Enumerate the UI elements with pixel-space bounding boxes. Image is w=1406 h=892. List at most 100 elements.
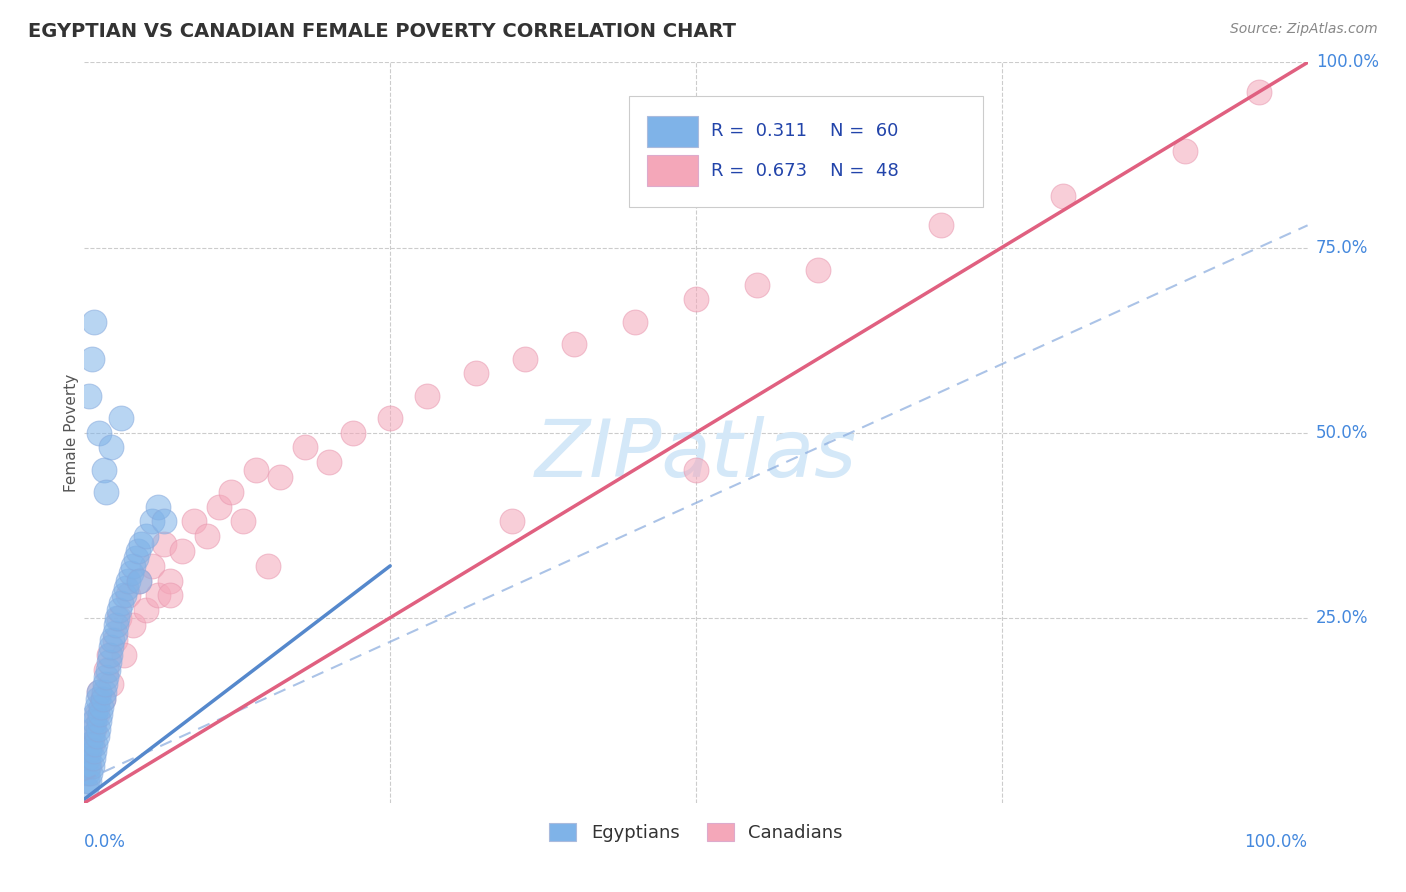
Point — [562, 336, 585, 351]
Point — [1174, 145, 1197, 159]
Point — [685, 462, 707, 476]
Point — [97, 648, 120, 662]
Point — [87, 685, 110, 699]
Point — [129, 536, 152, 550]
Point — [128, 574, 150, 588]
Point — [96, 663, 118, 677]
Point — [79, 737, 101, 751]
Point — [1247, 85, 1270, 99]
Point — [91, 692, 114, 706]
Point — [153, 536, 176, 550]
Point — [127, 544, 149, 558]
Point — [115, 581, 138, 595]
Point — [87, 714, 110, 729]
Point — [87, 685, 110, 699]
Text: 100.0%: 100.0% — [1316, 54, 1379, 71]
Text: 100.0%: 100.0% — [1244, 833, 1308, 851]
Point — [87, 692, 110, 706]
Point — [80, 729, 103, 743]
Point — [83, 722, 105, 736]
Point — [100, 441, 122, 455]
Point — [87, 425, 110, 440]
Point — [929, 219, 952, 233]
Point — [100, 677, 122, 691]
Point — [232, 515, 254, 529]
Text: R =  0.311    N =  60: R = 0.311 N = 60 — [710, 121, 898, 139]
Point — [153, 515, 176, 529]
Point — [80, 351, 103, 366]
Point — [75, 780, 97, 795]
Point — [96, 484, 118, 499]
Text: 25.0%: 25.0% — [1316, 608, 1368, 627]
Point — [79, 766, 101, 780]
Point — [513, 351, 536, 366]
Point — [1052, 188, 1074, 202]
Point — [94, 677, 117, 691]
Point — [747, 277, 769, 292]
Point — [93, 685, 115, 699]
Point — [98, 648, 121, 662]
Point — [77, 758, 100, 772]
Point — [141, 558, 163, 573]
Text: ZIPatlas: ZIPatlas — [534, 416, 858, 494]
Point — [122, 618, 145, 632]
Point — [125, 551, 148, 566]
Point — [146, 500, 169, 514]
Point — [257, 558, 280, 573]
Point — [97, 663, 120, 677]
Point — [294, 441, 316, 455]
FancyBboxPatch shape — [647, 116, 699, 147]
Point — [107, 603, 129, 617]
Text: EGYPTIAN VS CANADIAN FEMALE POVERTY CORRELATION CHART: EGYPTIAN VS CANADIAN FEMALE POVERTY CORR… — [28, 22, 737, 41]
Point — [89, 706, 111, 721]
Text: 0.0%: 0.0% — [84, 833, 127, 851]
Point — [135, 529, 157, 543]
Point — [380, 410, 402, 425]
Point — [502, 515, 524, 529]
Point — [122, 558, 145, 573]
Point — [104, 632, 127, 647]
Point — [86, 699, 108, 714]
Point — [128, 574, 150, 588]
FancyBboxPatch shape — [647, 155, 699, 186]
Point — [110, 410, 132, 425]
Point — [80, 758, 103, 772]
Point — [76, 773, 98, 788]
Point — [97, 655, 120, 669]
Point — [624, 314, 647, 328]
Text: R =  0.673    N =  48: R = 0.673 N = 48 — [710, 161, 898, 179]
Point — [219, 484, 242, 499]
Point — [342, 425, 364, 440]
Point — [269, 470, 291, 484]
Point — [101, 632, 124, 647]
Point — [82, 722, 104, 736]
Point — [100, 640, 122, 655]
Point — [112, 589, 135, 603]
Point — [83, 714, 105, 729]
Point — [172, 544, 194, 558]
Point — [183, 515, 205, 529]
Point — [112, 648, 135, 662]
Point — [80, 737, 103, 751]
Point — [87, 722, 110, 736]
Point — [104, 625, 127, 640]
Point — [807, 262, 830, 277]
Point — [105, 610, 128, 624]
Point — [77, 758, 100, 772]
Legend: Egyptians, Canadians: Egyptians, Canadians — [543, 815, 849, 849]
Point — [77, 744, 100, 758]
Point — [141, 515, 163, 529]
Point — [84, 737, 107, 751]
Point — [110, 596, 132, 610]
Point — [77, 388, 100, 402]
Point — [86, 706, 108, 721]
Point — [84, 706, 107, 721]
Point — [208, 500, 231, 514]
Point — [159, 589, 181, 603]
Point — [83, 744, 105, 758]
Y-axis label: Female Poverty: Female Poverty — [63, 374, 79, 491]
Point — [120, 566, 142, 581]
Point — [107, 610, 129, 624]
Point — [117, 589, 139, 603]
Point — [464, 367, 486, 381]
